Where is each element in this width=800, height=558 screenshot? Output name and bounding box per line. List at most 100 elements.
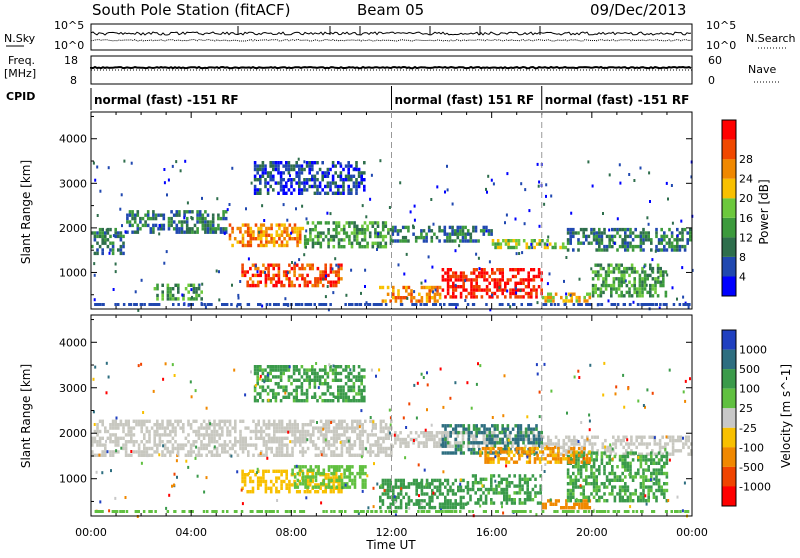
velocity-cell <box>288 483 291 486</box>
power-cell <box>181 231 184 234</box>
power-cell <box>258 231 260 234</box>
velocity-cell <box>291 472 294 475</box>
velocity-cell <box>314 379 317 382</box>
power-cell <box>684 245 687 248</box>
power-cell <box>325 221 328 224</box>
power-cell <box>633 281 636 284</box>
power-cell <box>283 244 286 247</box>
power-cell <box>131 210 134 213</box>
velocity-cell <box>387 492 390 495</box>
velocity-cell <box>629 496 632 499</box>
velocity-cell <box>500 447 503 450</box>
velocity-cell <box>385 423 388 426</box>
power-cell <box>358 175 361 178</box>
velocity-cell <box>257 487 260 490</box>
velocity-cell <box>454 492 457 495</box>
power-cell <box>277 171 280 174</box>
power-cell <box>595 248 598 251</box>
velocity-cell <box>622 439 625 442</box>
velocity-cell <box>104 443 107 446</box>
velocity-cell <box>304 479 307 482</box>
velocity-cell <box>122 447 125 450</box>
power-cell <box>199 210 202 213</box>
power-cell <box>425 236 428 239</box>
power-cell <box>189 210 192 213</box>
power-cell <box>324 192 327 195</box>
power-cell <box>597 303 600 306</box>
velocity-cell <box>685 439 688 442</box>
power-cell <box>254 274 257 277</box>
power-cell <box>104 231 107 234</box>
velocity-cell <box>276 426 279 429</box>
velocity-cell <box>347 389 350 392</box>
power-cell <box>210 303 213 306</box>
power-cell <box>443 303 446 306</box>
power-cell <box>267 277 270 280</box>
power-cell <box>633 301 635 304</box>
power-cell <box>204 231 207 234</box>
velocity-cell <box>330 454 333 457</box>
velocity-cell <box>257 420 260 423</box>
power-cell <box>264 168 267 171</box>
power-cell <box>199 284 201 287</box>
velocity-cell <box>299 443 302 446</box>
power-cell <box>570 299 573 302</box>
power-cell <box>650 248 653 251</box>
power-cell <box>231 244 234 247</box>
velocity-cell <box>343 469 346 472</box>
velocity-cell <box>296 426 299 429</box>
power-cell <box>157 303 160 306</box>
velocity-cell <box>615 446 618 449</box>
velocity-cell <box>594 442 597 445</box>
velocity-cell <box>645 455 648 458</box>
velocity-cell <box>522 441 525 444</box>
velocity-cell <box>628 442 631 445</box>
power-cell <box>600 264 603 267</box>
noise-traces <box>91 26 691 41</box>
velocity-cell <box>423 499 426 502</box>
power-cell <box>431 239 434 242</box>
power-cell <box>428 289 431 292</box>
velocity-cell <box>567 489 570 492</box>
power-cell <box>509 278 512 281</box>
velocity-cell <box>255 447 258 450</box>
power-cell <box>229 237 232 240</box>
noise-left-tick-bottom: 10^0 <box>54 39 84 52</box>
power-cell <box>576 299 579 302</box>
power-cell <box>644 277 647 280</box>
power-cell <box>364 235 367 238</box>
velocity-cell <box>621 499 624 502</box>
velocity-cell <box>497 457 500 460</box>
velocity-cell <box>262 476 265 479</box>
velocity-cell <box>506 501 509 504</box>
power-cell <box>642 231 645 234</box>
power-cell <box>629 303 632 306</box>
velocity-cell <box>455 424 458 427</box>
power-cell <box>330 281 333 284</box>
power-cell <box>270 240 273 243</box>
power-cell <box>332 270 335 273</box>
power-cell <box>340 192 343 195</box>
power-cell <box>590 228 593 231</box>
power-cell <box>122 245 125 248</box>
velocity-cell <box>462 438 465 441</box>
velocity-cell <box>322 423 325 426</box>
velocity-cell <box>444 445 447 448</box>
velocity-cell <box>438 438 441 441</box>
velocity-cell <box>598 496 601 499</box>
velocity-cell <box>547 454 550 457</box>
power-cell <box>289 174 291 177</box>
velocity-cell <box>478 428 481 431</box>
velocity-cell <box>490 498 493 501</box>
velocity-cell <box>457 434 460 437</box>
power-cell <box>525 285 528 288</box>
velocity-cell <box>285 473 288 476</box>
velocity-cell <box>508 495 511 498</box>
power-cell <box>308 178 311 181</box>
velocity-cell <box>627 496 630 499</box>
velocity-cell <box>452 506 455 509</box>
power-cell <box>627 228 630 231</box>
velocity-cell <box>467 491 470 494</box>
velocity-cell <box>379 506 382 509</box>
velocity-cell <box>492 416 494 419</box>
